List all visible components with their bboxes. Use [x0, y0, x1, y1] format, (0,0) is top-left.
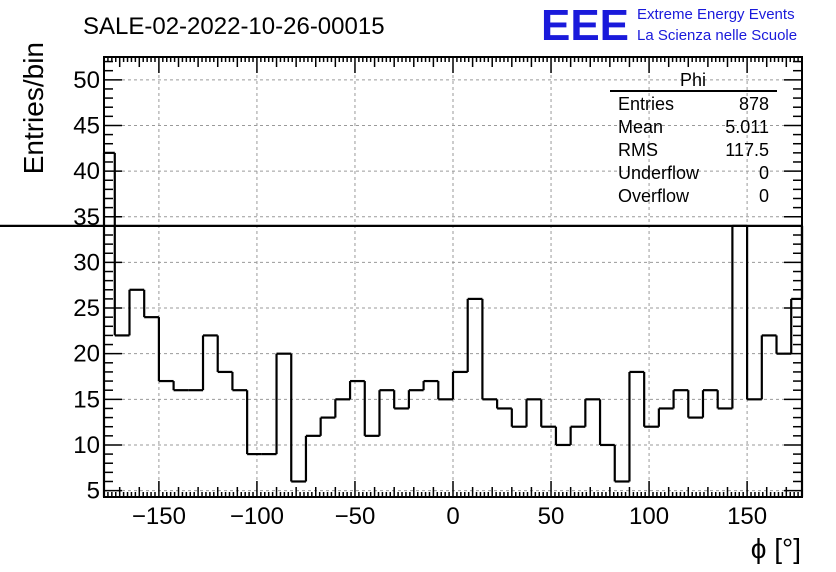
stats-row-label: Entries: [618, 94, 674, 114]
y-tick-label: 10: [73, 432, 100, 459]
eee-logo: EEE Extreme Energy Events La Scienza nel…: [541, 1, 797, 50]
y-axis-title: Entries/bin: [18, 42, 49, 174]
y-tick-label: 40: [73, 158, 100, 185]
x-tick-label: −100: [230, 503, 284, 530]
stats-title: Phi: [680, 70, 706, 90]
y-tick-label: 35: [73, 204, 100, 231]
y-tick-labels: 5 10 15 20 25 30 35 40 45 50: [73, 67, 100, 505]
x-axis-title: ϕ [°]: [751, 533, 801, 564]
eee-logo-mark: EEE: [541, 1, 629, 50]
y-tick-label: 5: [87, 478, 100, 505]
stats-row-label: Overflow: [618, 186, 690, 206]
x-tick-label: −50: [335, 503, 376, 530]
stats-row-label: Underflow: [618, 163, 700, 183]
y-tick-label: 20: [73, 341, 100, 368]
eee-logo-line-1: Extreme Energy Events: [637, 6, 795, 23]
stats-rows: Entries 878 Mean 5.011 RMS 117.5 Underflow 0 Ove…: [618, 94, 769, 206]
stats-row-label: Mean: [618, 117, 663, 137]
stats-row-value: 117.5: [725, 140, 769, 160]
stats-row-value: 878: [739, 94, 769, 114]
y-tick-label: 25: [73, 295, 100, 322]
stats-row-value: 0: [759, 186, 769, 206]
eee-logo-line-2: La Scienza nelle Scuole: [637, 27, 797, 44]
x-tick-labels: −150 −100 −50 0 50 100 150: [132, 503, 767, 530]
x-tick-label: 0: [446, 503, 459, 530]
x-tick-label: 150: [727, 503, 767, 530]
y-tick-label: 45: [73, 112, 100, 139]
y-tick-label: 50: [73, 67, 100, 94]
chart-title: SALE-02-2022-10-26-00015: [83, 13, 385, 40]
x-tick-label: 50: [538, 503, 565, 530]
y-tick-label: 30: [73, 249, 100, 276]
y-tick-label: 15: [73, 386, 100, 413]
stats-row-label: RMS: [618, 140, 658, 160]
tick-marks: [103, 57, 803, 497]
stats-row-value: 0: [759, 163, 769, 183]
stats-row-value: 5.011: [725, 117, 769, 137]
x-tick-label: 100: [629, 503, 669, 530]
stats-box: Phi Entries 878 Mean 5.011 RMS 117.5 Underflow…: [610, 70, 777, 206]
x-tick-label: −150: [132, 503, 186, 530]
